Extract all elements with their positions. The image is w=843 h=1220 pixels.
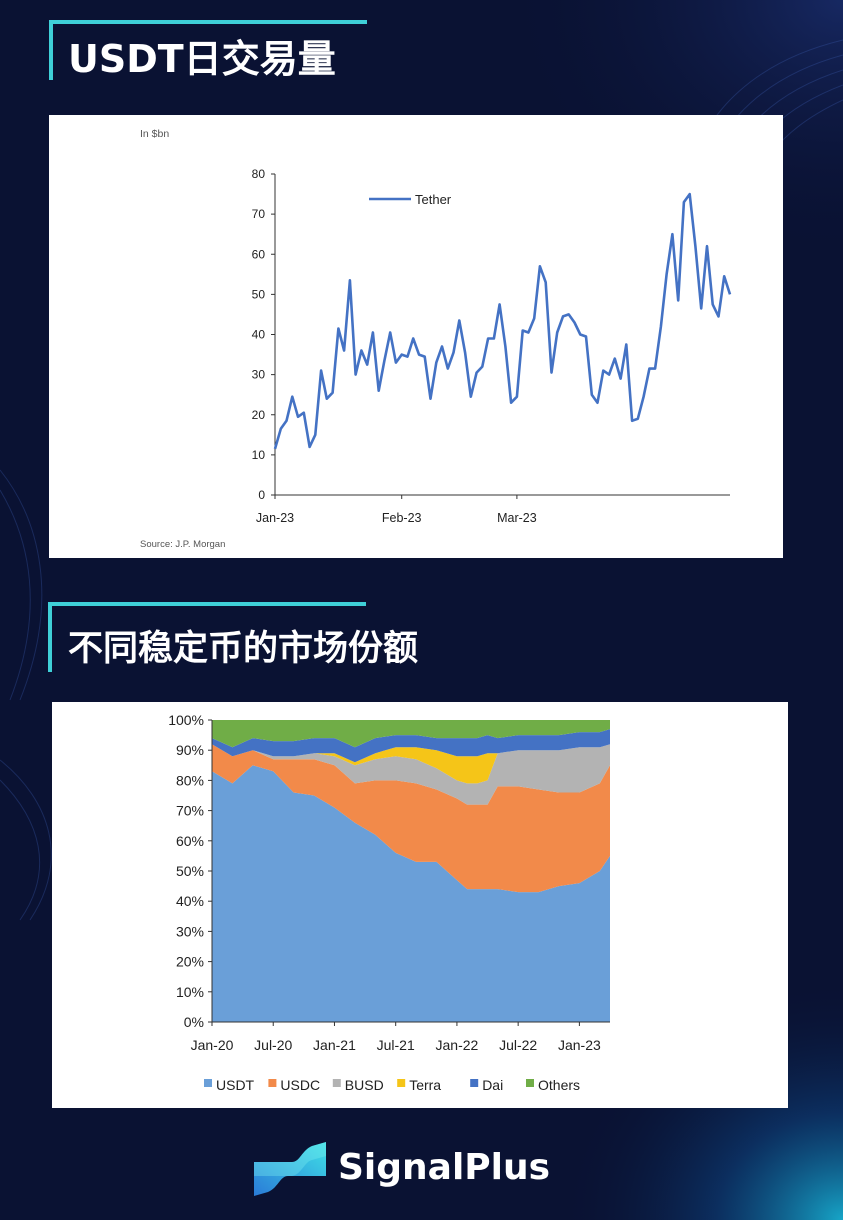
y-tick-label: 40 (252, 328, 266, 342)
legend-label-dai: Dai (482, 1077, 503, 1093)
y-tick-label: 70% (176, 803, 204, 819)
legend-label-terra: Terra (409, 1077, 441, 1093)
x-tick-label: Mar-23 (497, 511, 537, 525)
y-tick-label: 100% (168, 712, 204, 728)
y-tick-label: 50 (252, 287, 266, 301)
legend-swatch-busd (332, 1079, 341, 1087)
x-tick-label: Jul-20 (254, 1037, 292, 1053)
stablecoin-share-chart: 0% 10% 20% 30% 40% 50% 60% 70% 80% 90% 100% Jan-20 J… (168, 712, 610, 1093)
y-tick-label: 0 (258, 488, 265, 502)
area-usdc (212, 744, 610, 893)
legend-label-usdc: USDC (280, 1077, 320, 1093)
legend-label-busd: BUSD (345, 1077, 384, 1093)
area-terra (212, 744, 610, 784)
y-tick-label: 90% (176, 742, 204, 758)
y-tick-label: 80% (176, 772, 204, 788)
legend-swatch-others (526, 1079, 534, 1087)
y-tick-label: 30 (252, 368, 266, 382)
x-tick-label: Jan-21 (313, 1037, 356, 1053)
area-busd (212, 744, 610, 805)
area-usdt (212, 765, 610, 1022)
y-tick-label: 10 (252, 448, 266, 462)
tether-series-line (273, 192, 732, 450)
chart2-title: 不同稳定币的市场份额 (68, 629, 419, 669)
y-tick-label: 20 (252, 408, 266, 422)
y-tick-label: 70 (252, 207, 266, 221)
y-tick-label: 40% (176, 893, 204, 909)
legend-label-others: Others (538, 1077, 580, 1093)
legend-swatch-terra (397, 1079, 406, 1087)
chart2-title-frame (48, 602, 366, 672)
area-dai (212, 729, 610, 763)
legend-swatch-usdc (268, 1079, 277, 1087)
y-tick-label: 80 (252, 167, 266, 181)
chart1-title: USDT日交易量 (68, 37, 336, 81)
tether-volume-chart: In $bn Source: J.P. Morgan 0 10 20 30 40 50 60 70… (140, 128, 732, 550)
source-note: Source: J.P. Morgan (140, 539, 225, 550)
legend-swatch-dai (470, 1079, 479, 1087)
x-tick-label: Jul-21 (377, 1037, 415, 1053)
x-tick-label: Feb-23 (382, 511, 422, 525)
y-tick-label: 10% (176, 984, 204, 1000)
legend-label-usdt: USDT (216, 1077, 255, 1093)
chart1-title-frame (49, 20, 367, 80)
y-tick-label: 50% (176, 863, 204, 879)
chart1-panel: In $bn Source: J.P. Morgan 0 10 20 30 40 50 60 70… (49, 115, 783, 558)
y-tick-label: 20% (176, 954, 204, 970)
x-tick-label: Jan-20 (191, 1037, 234, 1053)
y-tick-label: 60% (176, 833, 204, 849)
brand-name: SignalPlus (338, 1147, 551, 1188)
area-others (212, 720, 610, 748)
x-tick-label: Jul-22 (499, 1037, 537, 1053)
legend-swatch-usdt (204, 1079, 212, 1087)
signalplus-logo-icon (254, 1142, 326, 1196)
x-tick-label: Jan-22 (436, 1037, 479, 1053)
chart2-panel: 0% 10% 20% 30% 40% 50% 60% 70% 80% 90% 100% Jan-20 J… (52, 702, 788, 1108)
x-tick-label: Jan-23 (256, 511, 294, 525)
y-tick-label: 30% (176, 923, 204, 939)
legend-label-tether: Tether (415, 192, 452, 207)
y-tick-label: 60 (252, 247, 266, 261)
unit-label: In $bn (140, 128, 169, 140)
y-tick-label: 0% (184, 1014, 204, 1030)
x-tick-label: Jan-23 (558, 1037, 601, 1053)
